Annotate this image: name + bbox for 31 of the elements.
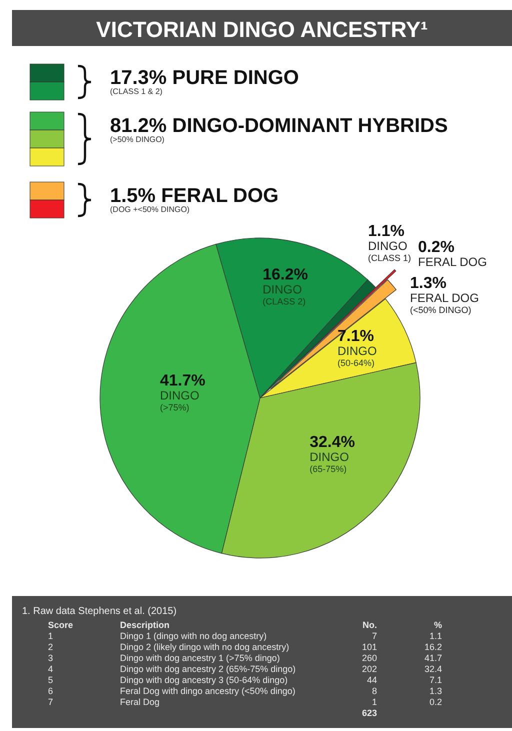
text: 2 Dingo 2 (likely dingo with no dog ancestry) 101 16.2 — [48, 642, 442, 652]
text: (>50% DINGO) — [110, 135, 165, 144]
text: 5 Dingo with dog ancestry 3 (50-64% dingo) 44 7.1 — [48, 675, 442, 685]
text: 6 Feral Dog with dingo ancestry (<50% dingo) 8 1.3 — [48, 686, 442, 696]
text: 1. Raw data Stephens et al. (2015) — [22, 606, 177, 617]
text: 1.5% FERAL DOG — [110, 185, 279, 207]
chart-title: VICTORIAN DINGO ANCESTRY¹ — [96, 17, 428, 42]
text: Score Description No. % — [48, 620, 442, 630]
slice-label: DINGO (65-75%) — [310, 450, 349, 474]
text: 81.2% DINGO-DOMINANT HYBRIDS — [110, 115, 448, 137]
slice-label: DINGO (CLASS 2) — [262, 282, 306, 306]
data-label: 7.1% — [338, 328, 374, 346]
text: 7 Feral Dog 1 0.2 — [48, 697, 442, 707]
slice-label: DINGO (CLASS 1) — [368, 239, 412, 263]
text: (CLASS 1 & 2) — [110, 87, 163, 96]
text: 623 — [362, 708, 377, 718]
text: (DOG +<50% DINGO) — [110, 205, 190, 214]
text: 3 Dingo with dog ancestry 1 (>75% dingo) 260 41.7 — [48, 653, 442, 663]
data-label: 32.4% — [310, 434, 355, 451]
slice-label: DINGO (50-64%) — [338, 344, 377, 368]
text: 17.3% PURE DINGO — [110, 67, 299, 89]
slice-label: FERAL DOG (<50% DINGO) — [410, 291, 479, 315]
data-label: 1.3% — [410, 275, 446, 292]
data-label: 0.2% — [418, 239, 454, 256]
data-label: 1.1% — [368, 223, 404, 240]
slice-label: DINGO (>75%) — [160, 388, 200, 413]
slice-label: FERAL DOG — [418, 255, 487, 269]
text: 1 Dingo 1 (dingo with no dog ancestry) 7 1.1 — [48, 631, 442, 641]
data-label: 41.7% — [160, 372, 206, 390]
text: 4 Dingo with dog ancestry 2 (65%-75% dingo) 202 32.4 — [48, 664, 442, 674]
data-label: 16.2% — [262, 266, 308, 284]
